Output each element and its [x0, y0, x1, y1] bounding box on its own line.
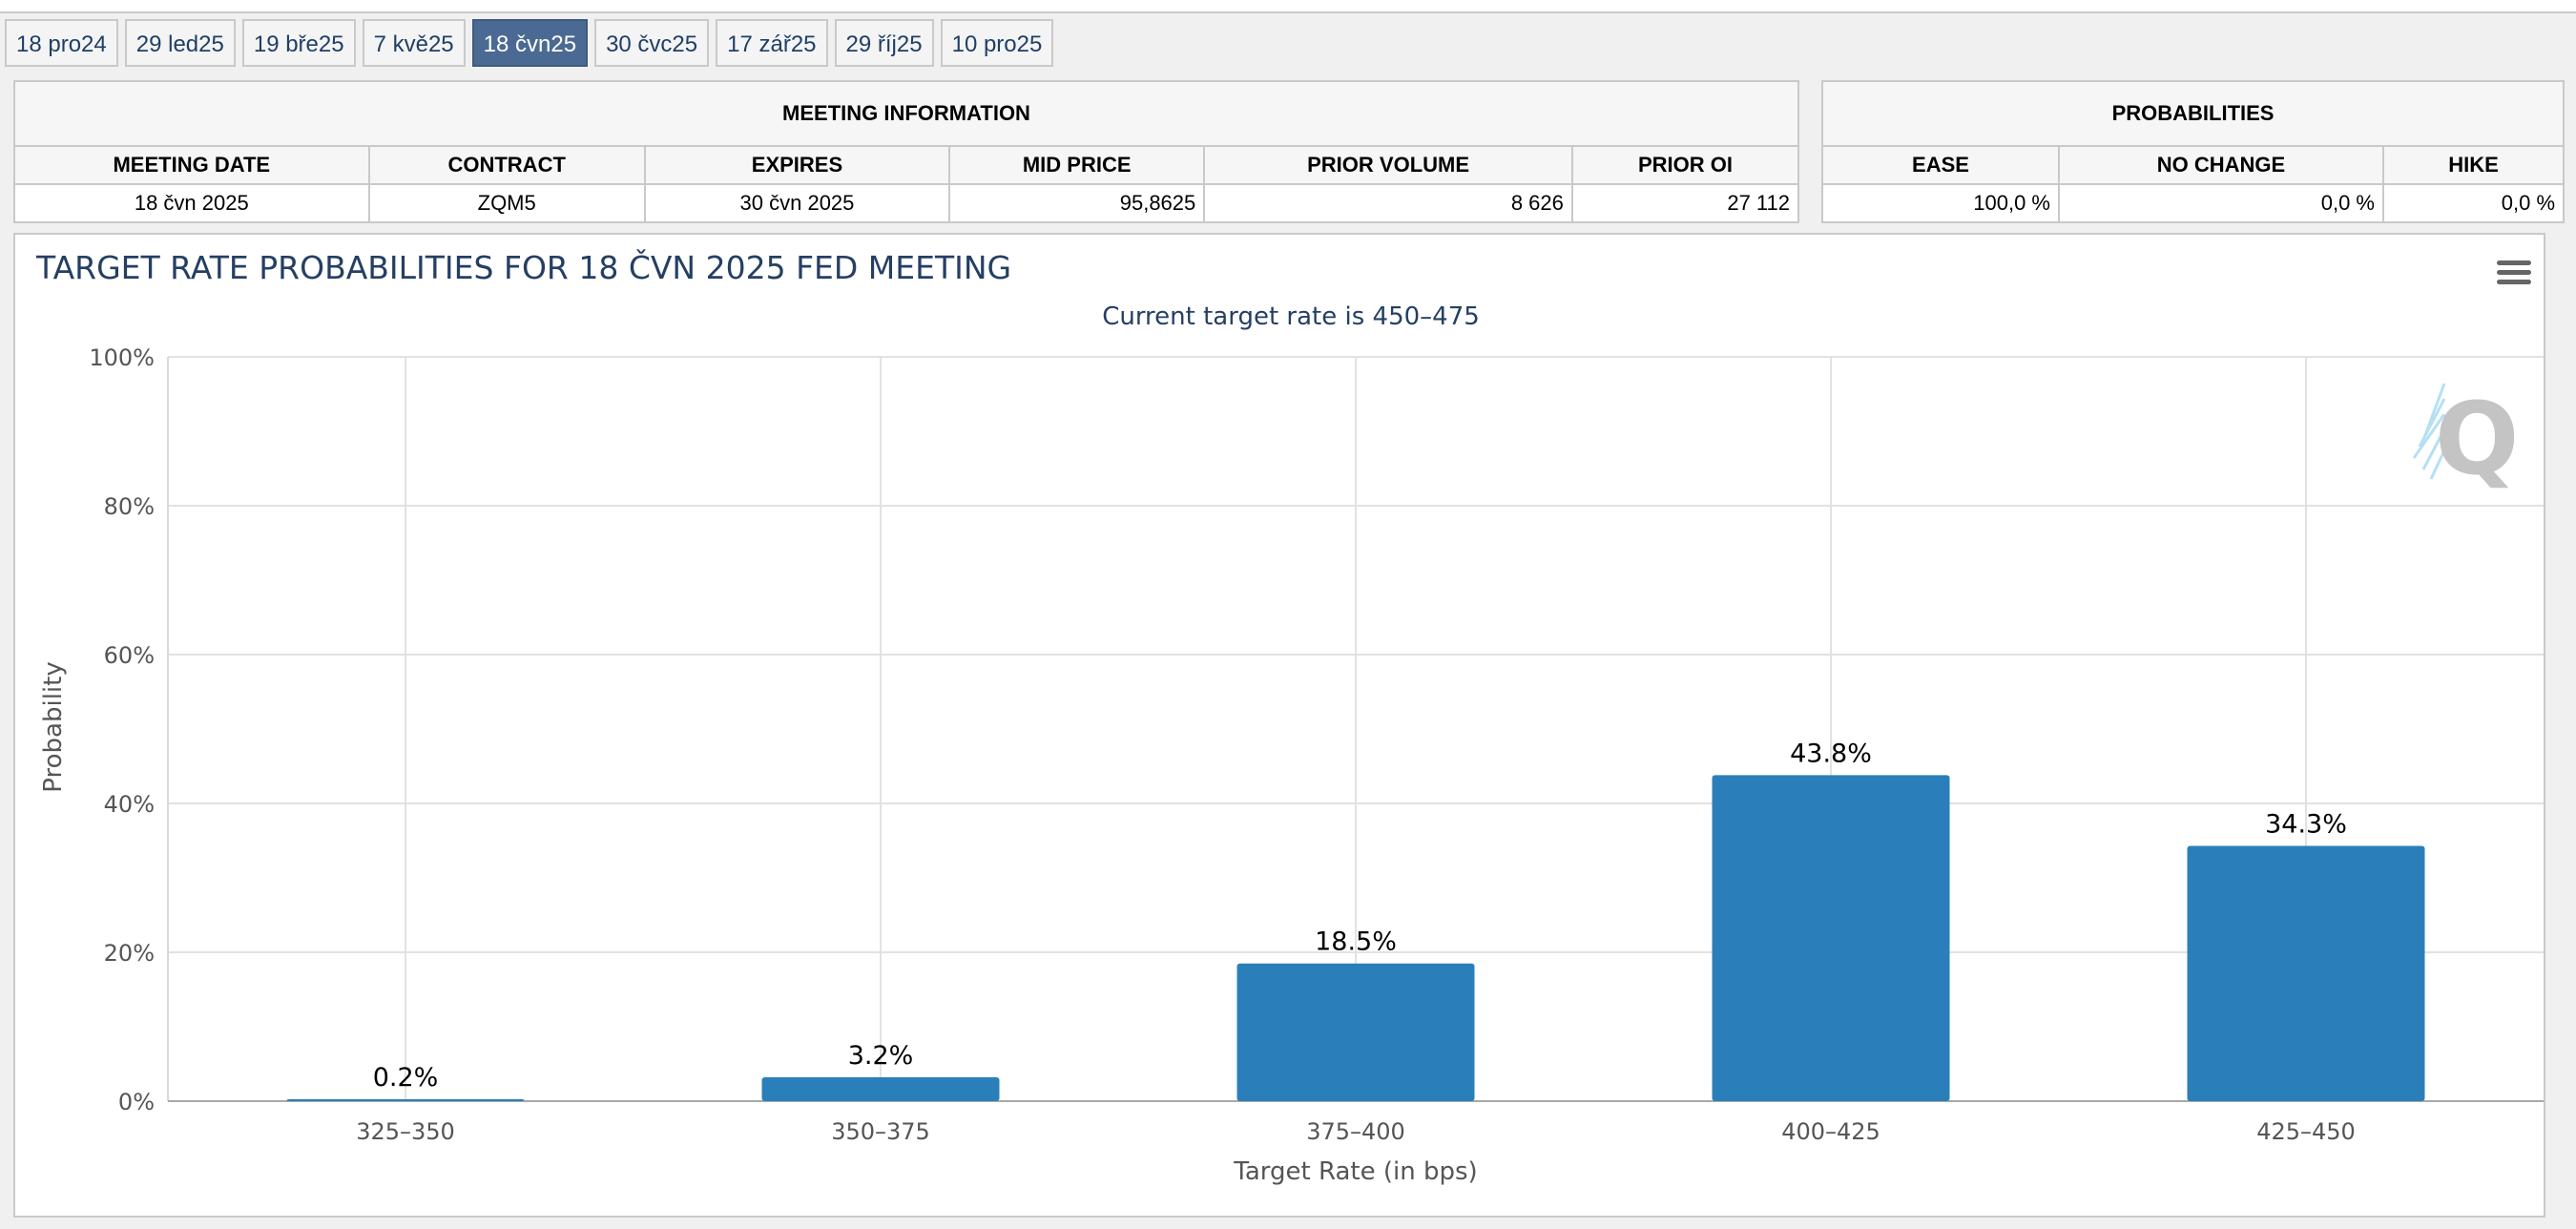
header-meeting-date: MEETING DATE [13, 145, 370, 185]
x-axis-title: Target Rate (in bps) [1233, 1157, 1477, 1186]
header-mid-price: MID PRICE [948, 145, 1206, 185]
value-prior-volume: 8 626 [1203, 183, 1573, 223]
value-hike: 0,0 % [2381, 183, 2566, 223]
bar-375-400[interactable] [1236, 963, 1475, 1101]
bar-325-350[interactable] [286, 1099, 525, 1101]
chart-labels: 0% 20% 40% 60% 80% 100% 0.2% 325–350 3.2% 350–375… [89, 344, 2355, 1145]
meeting-information-title: MEETING INFORMATION [13, 80, 1799, 147]
bar-425-450[interactable] [2187, 845, 2425, 1101]
tab-7[interactable]: 29 říj25 [834, 19, 934, 67]
bar-value-label: 3.2% [848, 1041, 914, 1071]
tab-1[interactable]: 29 led25 [124, 19, 236, 67]
header-prior-oi: PRIOR OI [1570, 145, 1800, 185]
value-meeting-date: 18 čvn 2025 [13, 183, 370, 223]
chart-subtitle: Current target rate is 450–475 [1102, 302, 1480, 331]
bar-400-425[interactable] [1712, 775, 1950, 1101]
bar-value-label: 43.8% [1790, 739, 1872, 768]
bar-350-375[interactable] [761, 1077, 1000, 1101]
value-no-change: 0,0 % [2058, 183, 2384, 223]
bar-value-label: 34.3% [2265, 809, 2347, 839]
y-tick-label: 60% [104, 642, 155, 669]
hamburger-menu-icon[interactable] [2492, 256, 2534, 294]
bar-value-label: 0.2% [373, 1063, 439, 1093]
value-contract: ZQM5 [367, 183, 646, 223]
tab-5[interactable]: 30 čvc25 [594, 19, 710, 67]
header-prior-volume: PRIOR VOLUME [1203, 145, 1573, 185]
y-tick-label: 100% [89, 344, 155, 371]
tab-2[interactable]: 19 bře25 [241, 19, 356, 67]
tab-3[interactable]: 7 kvě25 [362, 19, 466, 67]
chart-bars [286, 775, 2425, 1101]
header-contract: CONTRACT [367, 145, 646, 185]
x-tick-label: 375–400 [1306, 1118, 1405, 1145]
meeting-date-tabs: 18 pro24 29 led25 19 bře25 7 kvě25 18 čvn25 3… [5, 19, 1060, 69]
header-hike: HIKE [2381, 145, 2566, 185]
x-tick-label: 425–450 [2256, 1118, 2356, 1145]
meeting-information-table: MEETING INFORMATION MEETING DATE CONTRAC… [13, 80, 1800, 223]
y-tick-label: 40% [104, 791, 155, 818]
value-ease: 100,0 % [1821, 183, 2060, 223]
y-tick-label: 80% [104, 493, 155, 520]
svg-text:Q: Q [2435, 381, 2519, 497]
y-tick-label: 20% [104, 940, 155, 967]
bar-value-label: 18.5% [1315, 927, 1397, 957]
top-strip [0, 0, 2576, 13]
header-no-change: NO CHANGE [2058, 145, 2384, 185]
header-ease: EASE [1821, 145, 2060, 185]
probabilities-table: PROBABILITIES EASE NO CHANGE HIKE 100,0 … [1820, 80, 2566, 223]
tab-8[interactable]: 10 pro25 [940, 19, 1054, 67]
x-tick-label: 400–425 [1781, 1118, 1880, 1145]
chart-panel: Q 0% 20% 40% 60% 80% 100% 0.2% 325–350 3.2% 350–3… [13, 233, 2545, 1218]
quikstrike-q-logo: Q [2412, 381, 2519, 497]
tab-6[interactable]: 17 zář25 [716, 19, 828, 67]
y-axis-title: Probability [39, 661, 68, 792]
value-expires: 30 čvn 2025 [643, 183, 951, 223]
tab-0[interactable]: 18 pro24 [5, 19, 118, 67]
probabilities-title: PROBABILITIES [1820, 80, 2566, 147]
tab-4[interactable]: 18 čvn25 [471, 19, 589, 67]
y-tick-label: 0% [118, 1089, 155, 1115]
x-tick-label: 325–350 [356, 1118, 455, 1145]
value-mid-price: 95,8625 [948, 183, 1206, 223]
chart-title: TARGET RATE PROBABILITIES FOR 18 ČVN 202… [35, 248, 1011, 286]
chart-grid [168, 356, 2544, 1101]
probability-chart: Q 0% 20% 40% 60% 80% 100% 0.2% 325–350 3.2% 350–3… [35, 248, 2544, 1186]
x-tick-label: 350–375 [831, 1118, 930, 1145]
header-expires: EXPIRES [643, 145, 951, 185]
value-prior-oi: 27 112 [1570, 183, 1800, 223]
